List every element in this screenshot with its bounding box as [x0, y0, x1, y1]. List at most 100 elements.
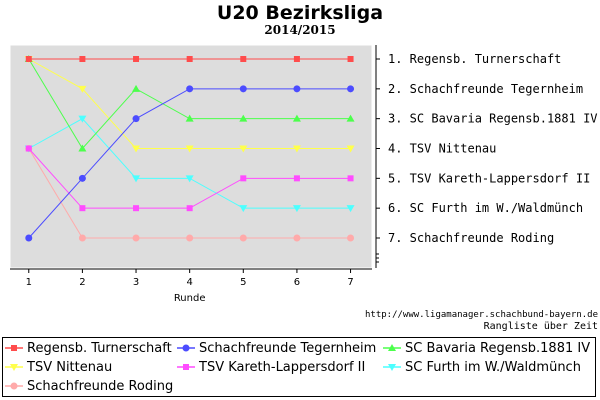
- legend-swatch-marker: [10, 382, 18, 390]
- data-point: [186, 56, 193, 62]
- data-point: [239, 114, 248, 122]
- series-4: [24, 56, 355, 153]
- legend-item: Schachfreunde Roding: [5, 377, 173, 395]
- data-point: [132, 175, 141, 183]
- chart-title: U20 Bezirksliga: [216, 2, 384, 24]
- source-url[interactable]: http://www.ligamanager.schachbund-bayern…: [365, 310, 598, 320]
- data-point: [132, 84, 141, 92]
- data-point: [186, 85, 194, 93]
- data-point: [293, 56, 300, 62]
- x-tick-label: 4: [186, 277, 192, 288]
- x-tick-label: 3: [133, 277, 139, 288]
- rank-label: 6. SC Furth im W./Waldmünch: [388, 201, 583, 215]
- x-tick-label: 1: [26, 277, 32, 288]
- data-point: [132, 115, 140, 123]
- x-tick-label: 6: [294, 277, 300, 288]
- data-point: [78, 144, 87, 152]
- legend-label: TSV Nittenau: [27, 359, 113, 375]
- data-point: [239, 205, 248, 213]
- chart-subtitle: 2014/2015: [264, 23, 336, 37]
- data-point: [347, 234, 355, 242]
- data-point: [133, 205, 140, 212]
- data-point: [78, 174, 86, 182]
- data-point: [346, 114, 355, 122]
- legend-label: Regensb. Turnerschaft: [27, 340, 172, 356]
- legend-label: TSV Kareth-Lappersdorf II: [199, 359, 366, 375]
- data-point: [25, 56, 32, 62]
- legend-swatch-marker: [11, 345, 17, 351]
- legend-swatch: [5, 382, 23, 390]
- data-point: [239, 234, 247, 242]
- data-point: [346, 205, 355, 213]
- data-point: [132, 145, 141, 153]
- rank-label: 2. Schachfreunde Tegernheim: [388, 82, 583, 96]
- data-point: [347, 56, 354, 62]
- chart-legend: Regensb. Turnerschaft Schachfreunde Teger…: [2, 337, 596, 397]
- legend-item: Regensb. Turnerschaft: [5, 339, 172, 357]
- data-point: [292, 205, 301, 213]
- data-point: [293, 234, 301, 242]
- legend-label: Schachfreunde Tegernheim: [199, 340, 377, 356]
- x-tick-label: 7: [347, 277, 353, 288]
- legend-item: TSV Kareth-Lappersdorf II: [177, 358, 365, 376]
- x-tick-label: 2: [79, 277, 85, 288]
- series-5: [25, 145, 354, 212]
- data-point: [133, 56, 140, 62]
- data-point: [347, 85, 355, 93]
- legend-swatch-marker: [388, 344, 396, 351]
- legend-item: SC Furth im W./Waldmünch: [383, 358, 581, 376]
- legend-item: SC Bavaria Regensb.1881 IV: [383, 339, 590, 357]
- series-1: [25, 56, 354, 62]
- data-point: [239, 145, 248, 153]
- data-point: [186, 234, 194, 242]
- data-point: [185, 145, 194, 153]
- rank-label: 3. SC Bavaria Regensb.1881 IV: [388, 112, 598, 126]
- data-point: [25, 234, 33, 242]
- data-point: [239, 85, 247, 93]
- series-2: [25, 85, 355, 242]
- legend-swatch: [383, 364, 401, 371]
- data-point: [240, 56, 247, 62]
- legend-swatch: [177, 364, 195, 370]
- data-point: [292, 145, 301, 153]
- data-point: [240, 175, 247, 182]
- legend-swatch: [383, 344, 401, 351]
- data-point: [185, 175, 194, 183]
- legend-swatch: [177, 344, 195, 352]
- legend-item: Schachfreunde Tegernheim: [177, 339, 376, 357]
- rank-label: 1. Regensb. Turnerschaft: [388, 52, 561, 66]
- data-point: [292, 114, 301, 122]
- legend-item: TSV Nittenau: [5, 358, 112, 376]
- data-point: [79, 56, 86, 62]
- data-point: [293, 175, 300, 182]
- rank-label: 7. Schachfreunde Roding: [388, 231, 554, 245]
- legend-label: Schachfreunde Roding: [27, 378, 174, 394]
- data-point: [347, 175, 354, 182]
- data-point: [293, 85, 301, 93]
- data-point: [78, 234, 86, 242]
- legend-label: SC Furth im W./Waldmünch: [405, 359, 581, 375]
- series-6: [24, 115, 355, 213]
- legend-swatch: [5, 364, 23, 371]
- legend-swatch-marker: [388, 364, 396, 371]
- legend-swatch-marker: [182, 344, 190, 352]
- data-point: [78, 115, 87, 123]
- legend-swatch: [5, 345, 23, 351]
- data-point: [25, 145, 32, 152]
- legend-swatch-marker: [10, 364, 18, 371]
- series-7: [25, 145, 355, 242]
- data-point: [78, 85, 87, 93]
- chart-caption: Rangliste über Zeit: [483, 321, 598, 332]
- legend-swatch-marker: [183, 364, 189, 370]
- data-point: [346, 145, 355, 153]
- rank-label: 5. TSV Kareth-Lappersdorf II: [388, 171, 590, 185]
- legend-label: SC Bavaria Regensb.1881 IV: [405, 340, 591, 356]
- data-point: [132, 234, 140, 242]
- data-point: [79, 205, 86, 212]
- rank-label: 4. TSV Nittenau: [388, 142, 496, 156]
- data-point: [186, 205, 193, 212]
- data-point: [185, 114, 194, 122]
- x-axis-label: Runde: [174, 293, 206, 304]
- x-tick-label: 5: [240, 277, 246, 288]
